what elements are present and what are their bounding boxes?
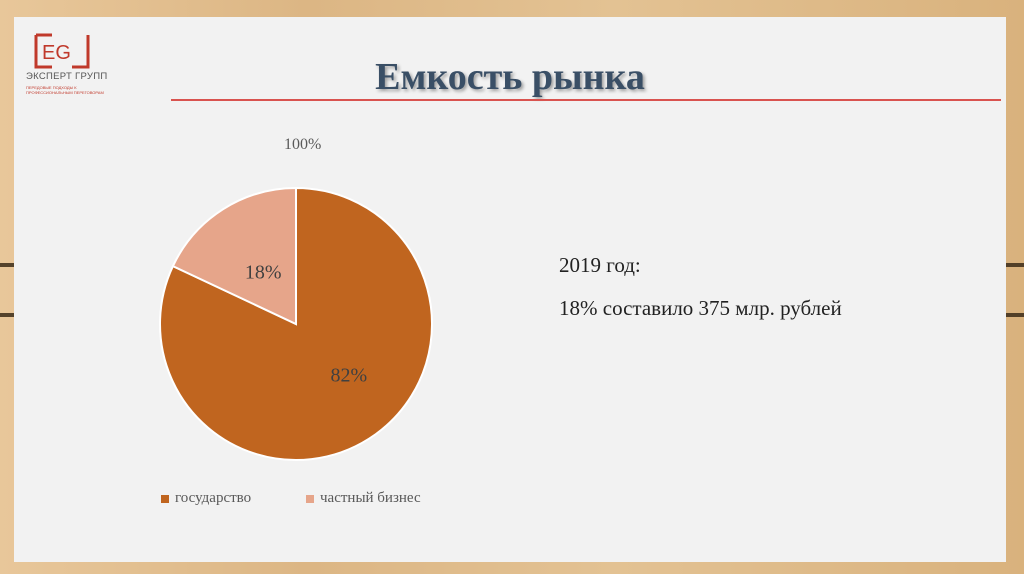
pie-data-label-0: 82% xyxy=(330,365,367,387)
pie-slice-0 xyxy=(159,186,433,461)
slide: EG ЭКСПЕРТ ГРУПП ПЕРЕДОВЫЕ ПОДХОДЫ К ПРО… xyxy=(14,17,1006,562)
logo-tagline-2: ПРОФЕССИОНАЛЬНЫМ ПЕРЕГОВОРАМ xyxy=(26,90,104,95)
chart-title: 100% xyxy=(284,136,322,153)
pie-data-label-1: 18% xyxy=(245,261,282,283)
legend-item-0: государство xyxy=(161,490,251,507)
legend-label-0: государство xyxy=(175,490,252,506)
pie-slice-1 xyxy=(171,186,297,326)
company-logo: EG ЭКСПЕРТ ГРУПП ПЕРЕДОВЫЕ ПОДХОДЫ К ПРО… xyxy=(26,31,136,97)
slide-title: Емкость рынка xyxy=(375,56,645,98)
eg-logo-icon: EG xyxy=(34,33,90,69)
legend-label-1: частный бизнес xyxy=(320,490,421,506)
note-year: 2019 год: xyxy=(559,253,641,277)
title-underline xyxy=(171,99,1001,101)
pie-chart: 82% 18% xyxy=(159,186,433,461)
logo-tagline-1: ПЕРЕДОВЫЕ ПОДХОДЫ К xyxy=(26,85,77,90)
logo-company-name: ЭКСПЕРТ ГРУПП xyxy=(26,71,108,82)
note-share: 18% составило 375 млр. рублей xyxy=(559,296,842,320)
legend-swatch-0 xyxy=(161,494,169,503)
legend-item-1: частный бизнес xyxy=(306,490,421,507)
legend-swatch-1 xyxy=(306,494,314,503)
logo-mark-text: EG xyxy=(42,42,71,64)
